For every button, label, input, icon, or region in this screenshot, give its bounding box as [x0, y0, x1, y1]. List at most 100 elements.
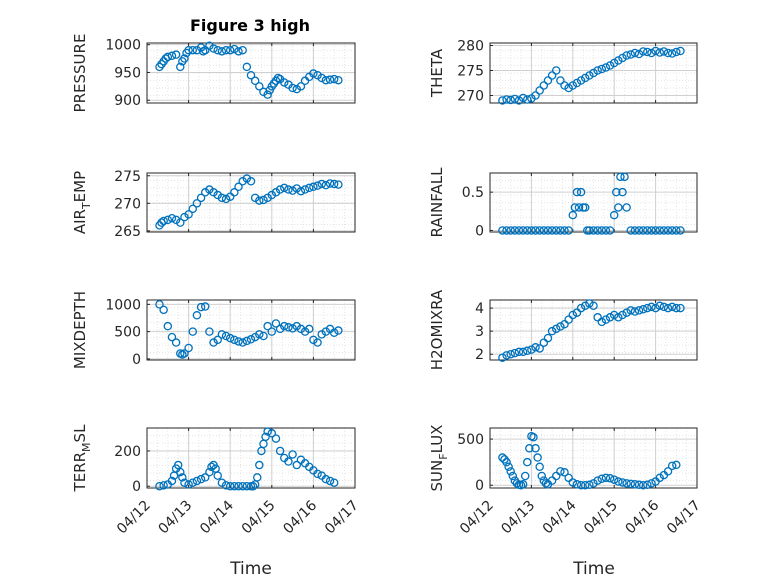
- data-point: [498, 353, 507, 362]
- data-point: [651, 46, 660, 56]
- data-point: [188, 327, 198, 336]
- data-point: [580, 73, 590, 83]
- subplot-7: 0 200 TERRMSL 04/12 04/13 04/14 04/15 04/16 04/1…: [71, 424, 362, 537]
- data-point: [246, 177, 256, 186]
- data-point: [523, 346, 532, 356]
- data-point: [643, 480, 652, 490]
- data-point: [163, 52, 173, 62]
- data-point: [551, 471, 561, 481]
- data-point: [288, 324, 297, 333]
- data-point: [518, 347, 528, 357]
- data-point: [659, 226, 669, 235]
- data-point: [288, 83, 297, 93]
- data-point: [576, 187, 586, 197]
- data-point: [192, 476, 202, 486]
- data-point: [572, 187, 582, 197]
- data-point: [667, 49, 677, 58]
- data-point: [184, 480, 193, 489]
- data-point: [647, 302, 656, 312]
- data-point: [605, 226, 615, 235]
- y-axis-label: AIRTEMP: [71, 171, 93, 234]
- data-point: [506, 95, 515, 105]
- data-point: [309, 182, 318, 192]
- data-point: [589, 301, 598, 311]
- y-tick-label: 0: [132, 479, 141, 495]
- data-point: [209, 44, 218, 53]
- data-point: [255, 196, 264, 205]
- data-point: [518, 480, 528, 489]
- y-tick-label: 0: [475, 478, 484, 494]
- data-point: [514, 347, 524, 357]
- data-point: [576, 480, 586, 490]
- data-point: [213, 335, 222, 345]
- data-point: [296, 324, 306, 334]
- y-tick-label: 270: [457, 89, 484, 105]
- data-point: [523, 226, 532, 235]
- data-point: [300, 327, 310, 336]
- data-point: [504, 462, 513, 472]
- data-point: [196, 474, 206, 484]
- data-point: [288, 450, 297, 459]
- data-point: [564, 473, 573, 483]
- data-point: [597, 226, 607, 235]
- y-tick-label: 3: [475, 324, 484, 340]
- data-point: [616, 172, 625, 182]
- data-point: [230, 481, 239, 491]
- x-axis-label-left: Time: [229, 559, 272, 579]
- data-point: [676, 226, 685, 235]
- data-point: [321, 75, 331, 85]
- data-point: [663, 226, 673, 235]
- data-point: [317, 179, 326, 189]
- y-tick-label: 500: [114, 325, 141, 341]
- data-point: [593, 226, 602, 235]
- y-tick-label: 0: [475, 223, 484, 239]
- y-tick-label: 4: [475, 301, 484, 317]
- data-point: [325, 476, 335, 486]
- data-point: [626, 50, 636, 59]
- data-point: [547, 71, 557, 80]
- data-point: [609, 210, 619, 220]
- data-point: [560, 81, 569, 90]
- data-point: [321, 474, 331, 484]
- data-point: [676, 46, 685, 56]
- data-point: [234, 182, 243, 192]
- y-tick-label: 270: [114, 196, 141, 212]
- data-point: [568, 310, 578, 320]
- data-point: [626, 226, 636, 235]
- y-tick-label: 0: [132, 352, 141, 368]
- figure-title: Figure 3 high: [190, 16, 310, 35]
- data-point: [159, 216, 168, 226]
- data-point: [585, 226, 594, 235]
- data-point: [626, 306, 636, 315]
- data-point: [560, 226, 569, 235]
- data-point: [176, 62, 185, 72]
- data-point: [234, 337, 243, 346]
- data-point: [551, 66, 561, 75]
- data-point: [242, 336, 252, 346]
- data-point: [514, 96, 524, 105]
- data-point: [196, 302, 206, 312]
- data-point: [309, 69, 318, 78]
- data-point: [672, 460, 681, 470]
- data-point: [221, 45, 231, 55]
- data-point: [275, 324, 285, 334]
- data-point: [205, 327, 214, 336]
- data-point: [167, 476, 177, 486]
- data-point: [543, 226, 553, 235]
- data-point: [638, 304, 648, 314]
- data-point: [255, 460, 264, 470]
- data-point: [167, 332, 177, 342]
- x-tick-label: 04/15: [581, 498, 621, 538]
- data-point: [313, 181, 322, 190]
- data-point: [502, 95, 511, 104]
- data-point: [238, 338, 247, 347]
- y-axis-label: H2OMIXRA: [428, 289, 446, 370]
- data-point: [184, 210, 193, 219]
- data-point: [672, 47, 681, 57]
- data-point: [221, 331, 231, 341]
- data-point: [638, 47, 648, 56]
- y-tick-label: 280: [457, 39, 484, 55]
- data-point: [556, 76, 565, 85]
- data-point: [630, 307, 640, 316]
- data-point: [535, 226, 544, 235]
